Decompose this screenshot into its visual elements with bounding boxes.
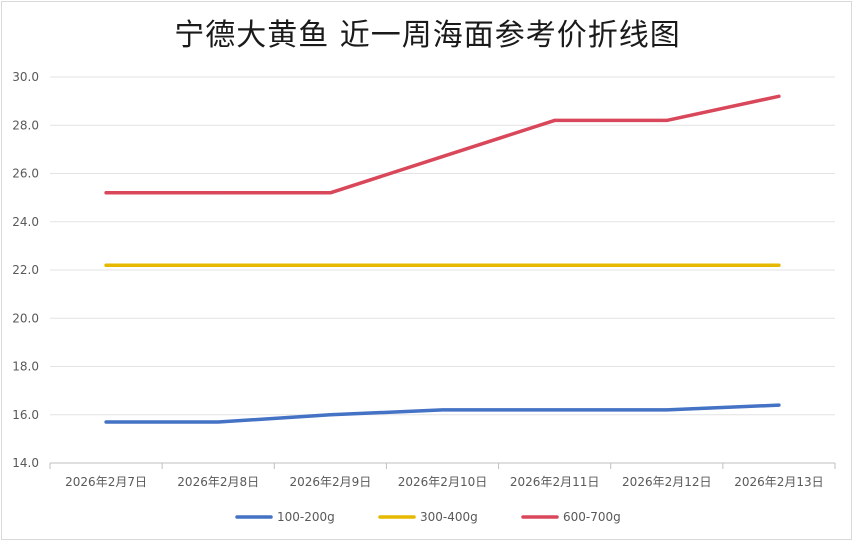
data-point [104, 263, 108, 267]
data-point [553, 118, 557, 122]
data-point [553, 408, 557, 412]
y-tick-label: 16.0 [12, 408, 39, 422]
x-tick-label: 2026年2月13日 [734, 475, 823, 489]
series-lines [104, 94, 781, 424]
x-tick-label: 2026年2月9日 [289, 475, 371, 489]
data-point [104, 191, 108, 195]
x-tick-label: 2026年2月12日 [622, 475, 711, 489]
y-tick-label: 24.0 [12, 215, 39, 229]
x-tick-label: 2026年2月10日 [398, 475, 487, 489]
series-line-100-200g [104, 403, 781, 424]
legend-label: 600-700g [563, 510, 621, 524]
x-tick-label: 2026年2月11日 [510, 475, 599, 489]
y-axis-ticks: 14.0 16.0 18.0 20.0 22.0 24.0 26.0 28.0 30.0 [12, 70, 39, 470]
data-point [441, 155, 444, 159]
data-point [328, 413, 332, 417]
data-point [777, 94, 781, 98]
y-tick-label: 14.0 [12, 456, 39, 470]
data-point [665, 118, 669, 122]
series-line-600-700g [104, 94, 781, 195]
x-axis-ticks: 2026年2月7日 2026年2月8日 2026年2月9日 2026年2月10日 202… [49, 463, 836, 489]
legend: 100-200g 300-400g 600-700g [235, 510, 621, 524]
data-point [328, 191, 332, 195]
y-tick-label: 22.0 [12, 263, 39, 277]
y-tick-label: 26.0 [12, 167, 39, 181]
y-tick-label: 18.0 [12, 360, 39, 374]
data-point [328, 263, 332, 267]
data-point [665, 263, 669, 267]
legend-item: 600-700g [521, 510, 621, 524]
x-tick-label: 2026年2月7日 [65, 475, 147, 489]
data-point [104, 420, 108, 424]
data-point [777, 403, 781, 407]
legend-label: 300-400g [420, 510, 478, 524]
legend-label: 100-200g [277, 510, 335, 524]
x-tick-label: 2026年2月8日 [177, 475, 259, 489]
data-point [216, 263, 220, 267]
legend-item: 300-400g [378, 510, 478, 524]
data-point [216, 420, 220, 424]
data-point [665, 408, 669, 412]
data-point [777, 263, 781, 267]
data-point [441, 263, 444, 267]
data-point [441, 408, 444, 412]
y-tick-label: 30.0 [12, 70, 39, 84]
gridlines [50, 76, 835, 464]
y-tick-label: 20.0 [12, 311, 39, 325]
y-tick-label: 28.0 [12, 118, 39, 132]
data-point [216, 191, 220, 195]
chart-title: 宁德大黄鱼 近一周海面参考价折线图 [174, 18, 681, 53]
legend-item: 100-200g [235, 510, 335, 524]
data-point [553, 263, 557, 267]
